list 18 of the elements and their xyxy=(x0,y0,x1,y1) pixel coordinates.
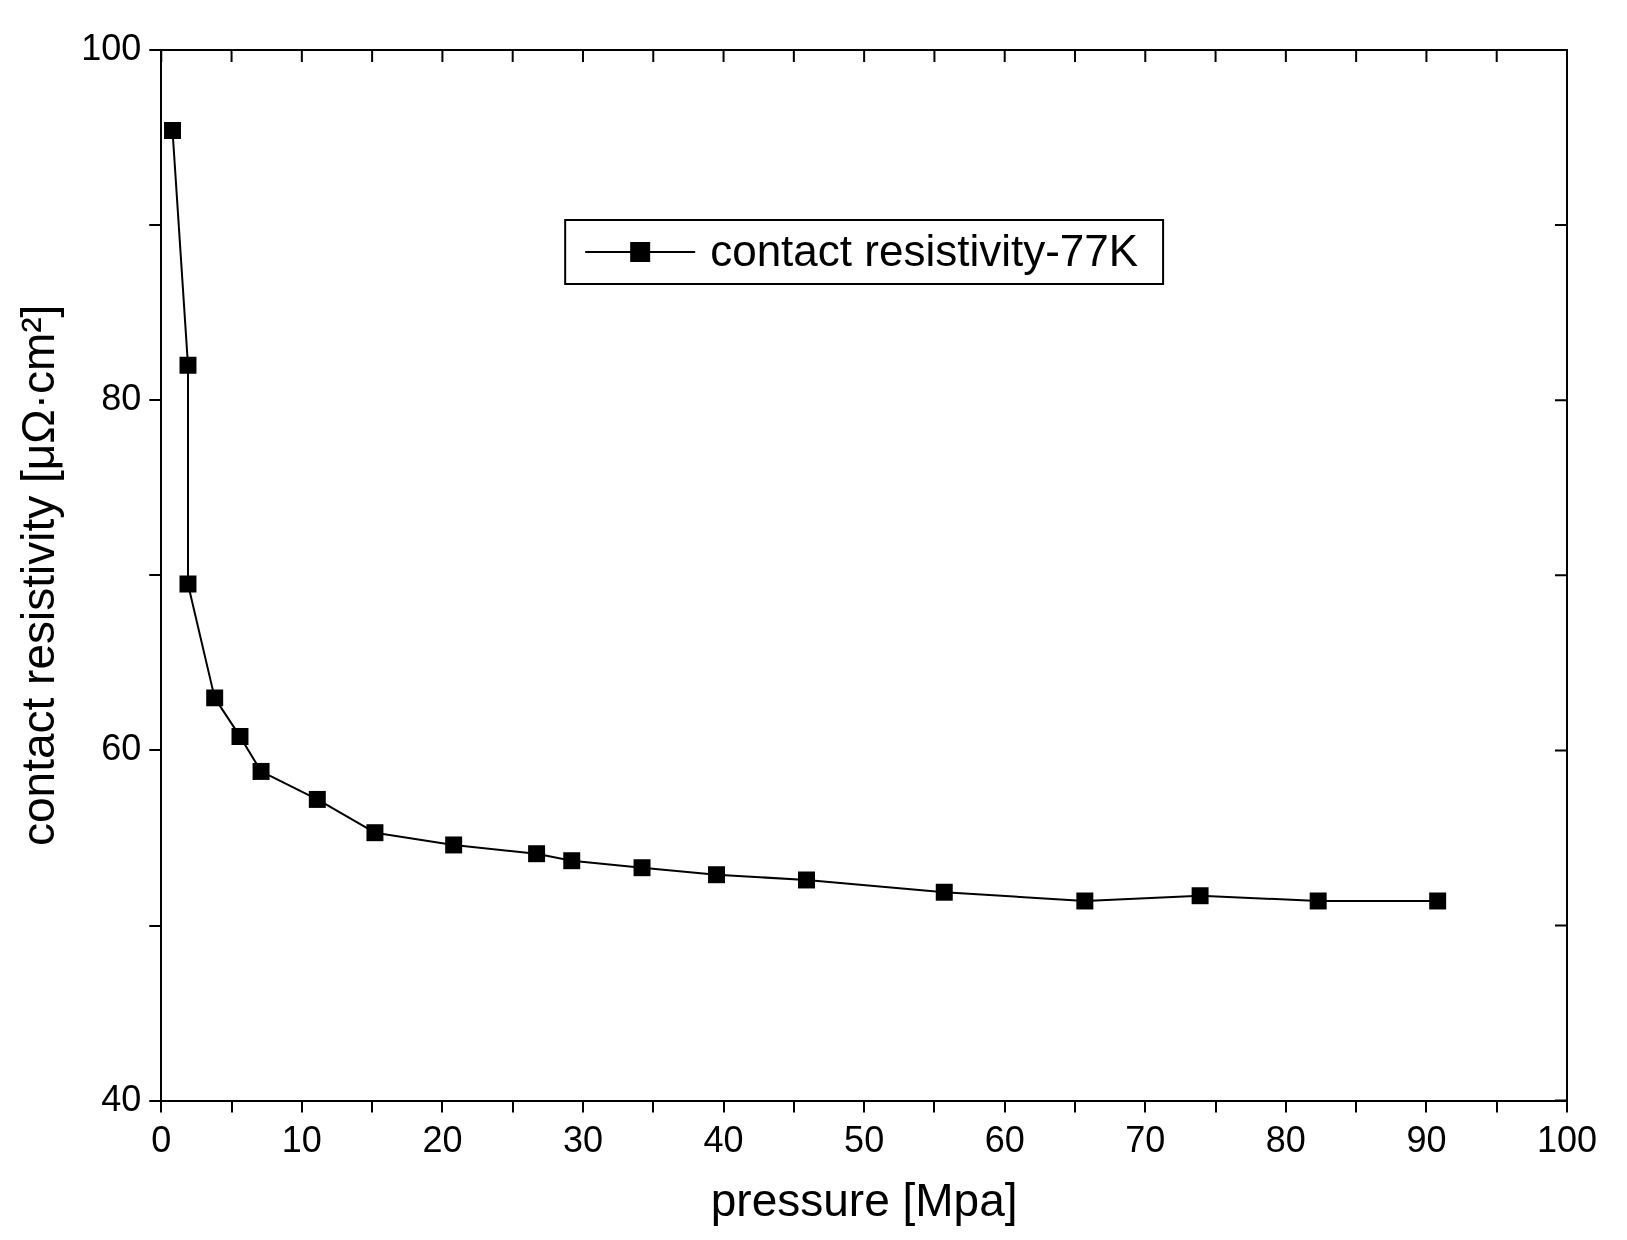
x-tick-label: 70 xyxy=(1125,1119,1166,1161)
y-tick-label: 100 xyxy=(81,26,142,68)
y-tick-label: 80 xyxy=(101,377,142,419)
x-tick-label: 20 xyxy=(422,1119,463,1161)
x-tick-label: 60 xyxy=(984,1119,1025,1161)
x-axis-title: pressure [Mpa] xyxy=(710,1174,1018,1227)
x-tick-label: 40 xyxy=(703,1119,744,1161)
y-tick-label: 60 xyxy=(101,727,142,769)
x-tick-label: 0 xyxy=(151,1119,172,1161)
x-tick-label: 30 xyxy=(562,1119,604,1161)
x-tick-label: 100 xyxy=(1536,1119,1598,1161)
x-tick-label: 50 xyxy=(844,1119,885,1161)
y-tick-label: 40 xyxy=(101,1077,142,1119)
x-tick-label: 10 xyxy=(281,1119,322,1161)
y-axis-title: contact resistivity [μΩ·cm²] xyxy=(12,304,65,846)
legend-label: contact resistivity-77K xyxy=(710,226,1139,276)
x-tick-label: 80 xyxy=(1265,1119,1306,1161)
x-tick-label: 90 xyxy=(1406,1119,1447,1161)
